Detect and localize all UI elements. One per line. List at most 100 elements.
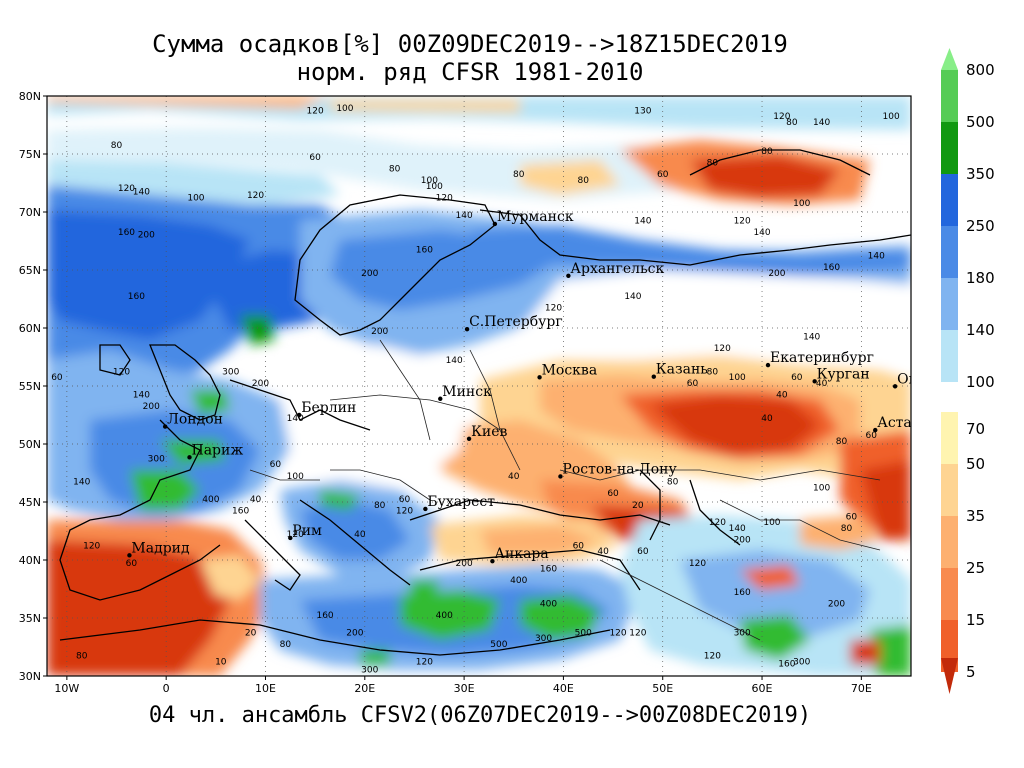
city-dot [187, 455, 192, 460]
lon-tick-label: 50E [652, 682, 673, 695]
contour-label: 130 [634, 106, 651, 116]
map-subtitle: норм. ряд CFSR 1981-2010 [296, 58, 644, 86]
city-label: Мадрид [131, 540, 190, 556]
contour-label: 140 [624, 292, 641, 302]
contour-label: 100 [883, 112, 900, 122]
contour-label: 120 [113, 367, 130, 377]
city-dot [162, 424, 168, 429]
contour-label: 500 [575, 628, 592, 638]
contour-label: 60 [51, 373, 63, 383]
contour-label: 140 [803, 333, 820, 343]
legend-label: 800 [966, 61, 995, 79]
coastlines [59, 149, 911, 656]
contour-label: 160 [316, 611, 333, 621]
legend-label: 15 [966, 611, 985, 629]
contour-label: 80 [578, 176, 590, 186]
legend-swatch [941, 516, 958, 568]
contour-label: 200 [361, 269, 378, 279]
contour-label: 60 [573, 541, 585, 551]
contour-label: 60 [309, 153, 321, 163]
contour-label: 160 [823, 263, 840, 273]
contour-label: 120 [629, 628, 646, 638]
map-axes: 30N 35N 40N 45N 50N 55N 60N 65N 70N 75N 80N 10W 0 10E… [19, 90, 872, 695]
contour-label: 120 [416, 657, 433, 667]
contour-label: 80 [389, 164, 401, 174]
borders [249, 339, 881, 641]
contour-label: 160 [778, 660, 795, 670]
contour-label: 140 [868, 251, 885, 261]
contour-label: 60 [846, 512, 858, 522]
legend-label: 100 [966, 373, 995, 391]
contour-label: 120 [545, 304, 562, 314]
city-label: Москва [542, 362, 598, 378]
lat-tick-label: 75N [19, 148, 41, 161]
contour-label: 40 [761, 414, 773, 424]
contour-label: 40 [354, 530, 366, 540]
contour-label: 200 [456, 559, 473, 569]
contour-label: 80 [786, 118, 798, 128]
legend-label: 25 [966, 559, 985, 577]
contour-label: 20 [245, 628, 257, 638]
contour-label: 120 [609, 628, 626, 638]
lat-tick-label: 40N [19, 554, 41, 567]
contour-label: 120 [714, 344, 731, 354]
contour-label: 200 [768, 269, 785, 279]
contour-label: 100 [813, 483, 830, 493]
contour-label: 80 [111, 141, 123, 151]
legend-bottom-arrow [941, 658, 958, 694]
contour-label: 200 [828, 599, 845, 609]
contour-label: 500 [490, 640, 507, 650]
contour-label: 100 [793, 199, 810, 209]
city-label: Мурманск [497, 209, 574, 225]
contour-label: 60 [637, 547, 649, 557]
legend-label: 140 [966, 321, 995, 339]
lat-tick-label: 35N [19, 612, 41, 625]
map-title: Сумма осадков[%] 00Z09DEC2019-->18Z15DEC… [152, 30, 788, 58]
city-label: Киев [471, 424, 507, 440]
contour-label: 80 [280, 640, 292, 650]
contour-label: 160 [540, 565, 557, 575]
contour-label: 120 [436, 193, 453, 203]
contour-label: 160 [118, 228, 135, 238]
legend-swatch [941, 226, 958, 278]
contour-label: 100 [187, 193, 204, 203]
city-dot [423, 506, 428, 512]
contour-label: 120 [709, 518, 726, 528]
city-dot [438, 396, 443, 401]
lon-tick-label: 20E [354, 682, 375, 695]
city-dot [492, 221, 498, 227]
contour-label: 120 [734, 217, 751, 227]
contour-label: 40 [816, 379, 828, 389]
city-label: Берлин [301, 400, 356, 416]
contour-label: 80 [836, 437, 848, 447]
city-label: Париж [192, 442, 244, 458]
contour-label: 100 [426, 182, 443, 192]
lon-tick-label: 40E [553, 682, 574, 695]
lat-tick-label: 65N [19, 264, 41, 277]
contour-label: 80 [374, 501, 386, 511]
contour-label: 120 [287, 530, 304, 540]
lat-tick-label: 70N [19, 206, 41, 219]
contour-label: 140 [729, 524, 746, 534]
legend-swatch [941, 412, 958, 464]
lat-tick-label: 30N [19, 670, 41, 683]
city-label: Анкара [494, 546, 548, 562]
city-dot [288, 535, 293, 541]
legend-swatch [941, 70, 958, 122]
city-dot [651, 374, 656, 379]
contour-label: 200 [371, 327, 388, 337]
legend-label: 5 [966, 663, 976, 681]
city-dot [297, 412, 302, 418]
city-label: Ростов-на-Дону [562, 461, 677, 477]
contour-label: 120 [704, 652, 721, 662]
legend-swatch [941, 464, 958, 516]
lon-tick-label: 10W [54, 682, 79, 695]
contour-label: 60 [866, 431, 878, 441]
contour-label: 200 [346, 628, 363, 638]
city-label: Бухарест [427, 494, 495, 510]
contour-label: 160 [128, 292, 145, 302]
city-label: Минск [442, 384, 492, 400]
